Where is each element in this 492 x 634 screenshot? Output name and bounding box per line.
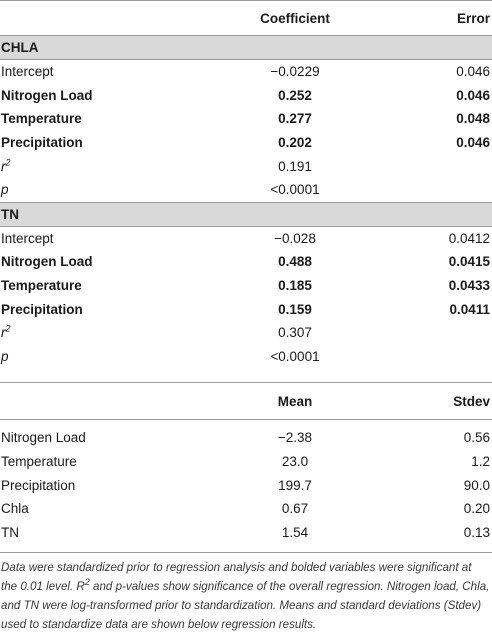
stats-label: Chla [1,501,29,517]
stats-header-variable [0,382,190,421]
footnote-superscript: 2 [84,577,90,588]
row-label: Intercept [1,230,54,246]
footnote-text-1: Data were standardized prior to regressi… [1,561,472,594]
stats-mean: 199.7 [278,477,312,493]
table-row: Intercept −0.028 0.0412 [0,226,492,250]
p-value: <0.0001 [270,348,320,364]
p-value-error [380,178,492,202]
row-error: 0.046 [456,135,490,151]
table-end-rule [0,544,492,554]
row-label: Precipitation [1,301,83,317]
stats-mean: 0.67 [281,501,309,517]
stats-stdev: 0.56 [463,430,490,446]
row-label: Nitrogen Load [1,87,93,103]
row-error: 0.0411 [449,301,490,317]
stats-header-row: Mean Stdev [0,382,492,421]
stats-header-stdev: Stdev [380,382,492,421]
r-squared-error [380,154,492,178]
row-coefficient: 0.202 [278,135,312,151]
stats-header-mean: Mean [190,382,380,421]
table-row: Nitrogen Load 0.488 0.0415 [0,250,492,274]
r-squared-symbol: r [1,158,6,174]
r-squared-symbol: r [1,325,6,341]
p-value-error [380,345,492,369]
r-squared-error [380,321,492,345]
section-header-row: CHLA [0,35,492,60]
stats-stdev: 0.20 [463,501,490,517]
row-coefficient: 0.185 [278,278,312,294]
regression-table-body: Coefficient Error CHLA Intercept −0.0229 0.… [0,0,492,554]
table-row: Nitrogen Load 0.252 0.046 [0,84,492,108]
spacer-row [0,368,492,383]
stats-mean: 23.0 [281,454,309,470]
r-squared-exponent: 2 [5,323,11,334]
end-rule-cell [0,544,492,554]
p-value: <0.0001 [270,182,320,198]
table-row: Precipitation 0.202 0.046 [0,131,492,155]
r-squared-label: r2 [0,154,190,178]
row-coefficient: 0.252 [278,87,312,103]
stats-row: Nitrogen Load −2.38 0.56 [0,426,492,450]
stats-label: TN [1,524,19,540]
table-row: Precipitation 0.159 0.0411 [0,297,492,321]
stats-stdev: 90.0 [463,477,490,493]
table-header-row: Coefficient Error [0,0,492,36]
p-value-row: p <0.0001 [0,345,492,369]
stats-label: Temperature [1,454,77,470]
row-error: 0.048 [456,111,490,127]
table-footnote: Data were standardized prior to regressi… [0,553,492,634]
header-error: Error [380,0,492,36]
section-header-row: TN [0,201,492,227]
r-squared-value: 0.307 [278,325,312,341]
row-error: 0.046 [456,64,490,80]
table-row: Intercept −0.0229 0.046 [0,60,492,84]
stats-label: Nitrogen Load [1,430,86,446]
r-squared-row: r2 0.307 [0,321,492,345]
r-squared-label: r2 [0,321,190,345]
stats-mean: 1.54 [281,524,309,540]
header-variable [0,0,190,36]
r-squared-exponent: 2 [5,157,11,168]
regression-table: Coefficient Error CHLA Intercept −0.0229 0.… [0,0,492,554]
table-row: Temperature 0.277 0.048 [0,107,492,131]
stats-row: Temperature 23.0 1.2 [0,450,492,474]
row-error: 0.046 [456,87,490,103]
p-value-label: p [1,348,9,364]
spacer-cell [0,368,492,383]
r-squared-row: r2 0.191 [0,154,492,178]
row-coefficient: 0.159 [278,301,312,317]
stats-mean: −2.38 [277,430,313,446]
stats-stdev: 1.2 [471,454,490,470]
footnote-text-2: and p-values show significance of the ov… [1,580,490,632]
section-title: CHLA [0,35,492,60]
row-label: Temperature [1,278,82,294]
header-coefficient: Coefficient [190,0,380,36]
stats-row: TN 1.54 0.13 [0,521,492,545]
row-error: 0.0433 [448,278,490,294]
stats-label: Precipitation [1,477,76,493]
row-coefficient: 0.488 [278,254,312,270]
row-label: Temperature [1,111,82,127]
stats-row: Chla 0.67 0.20 [0,497,492,521]
table-row: Temperature 0.185 0.0433 [0,274,492,298]
p-value-label: p [1,182,9,198]
stats-stdev: 0.13 [463,524,490,540]
row-label: Intercept [1,64,54,80]
row-error: 0.0412 [448,230,490,246]
stats-row: Precipitation 199.7 90.0 [0,473,492,497]
p-value-row: p <0.0001 [0,178,492,202]
section-title: TN [0,201,492,227]
row-coefficient: 0.277 [278,111,312,127]
row-label: Nitrogen Load [1,254,93,270]
row-coefficient: −0.0229 [270,64,320,80]
row-label: Precipitation [1,135,83,151]
r-squared-value: 0.191 [278,158,312,174]
row-error: 0.0415 [448,254,490,270]
row-coefficient: −0.028 [274,230,316,246]
